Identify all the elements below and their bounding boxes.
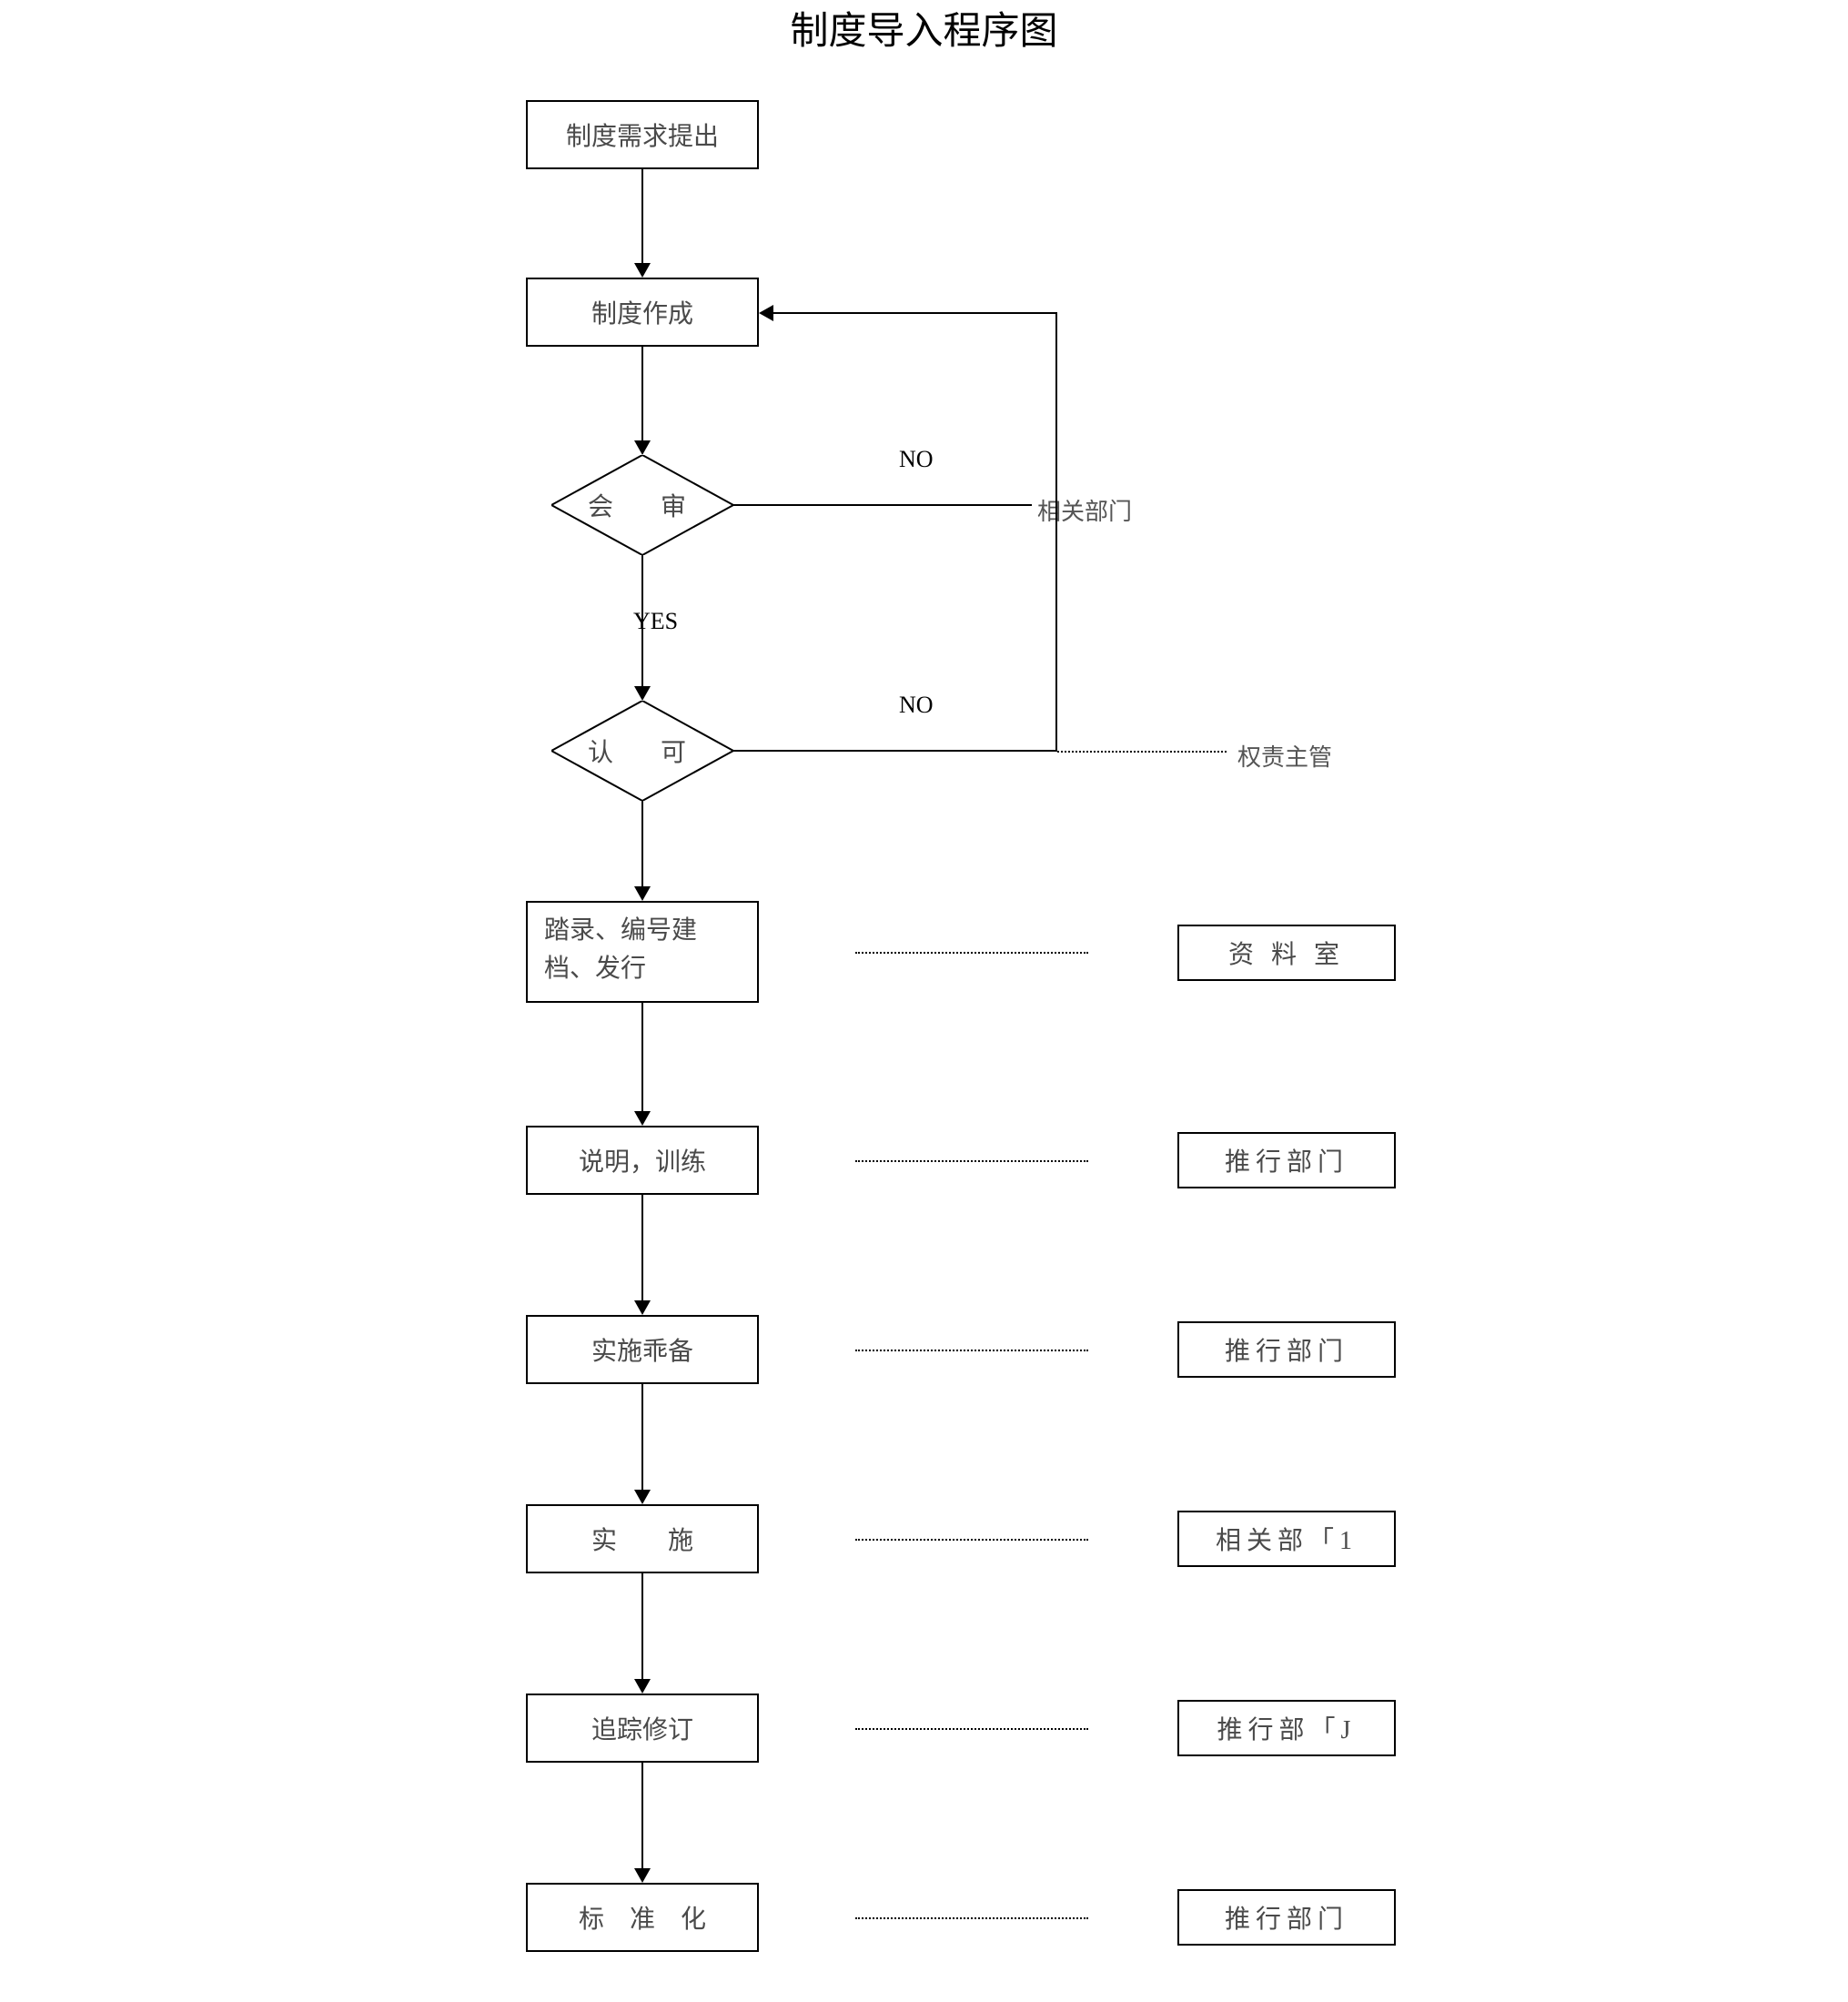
node-label: 说明，训练 xyxy=(579,1142,706,1178)
edge-dotted xyxy=(855,952,1088,954)
dept-promote-2: 推行部门 xyxy=(1177,1321,1396,1378)
node-label: 实施乖备 xyxy=(591,1331,693,1368)
side-related-dept: 相关部门 xyxy=(1037,493,1132,527)
edge-line xyxy=(641,347,643,440)
node-label: 制度需求提出 xyxy=(566,116,719,153)
edge-line xyxy=(773,312,1057,314)
arrow-icon xyxy=(634,1679,651,1694)
edge-line xyxy=(733,504,1032,506)
node-implement: 实 施 xyxy=(526,1504,759,1573)
edge-line xyxy=(641,801,643,886)
node-approve: 认 可 xyxy=(551,701,733,801)
edge-dotted xyxy=(855,1917,1088,1919)
side-supervisor: 权责主管 xyxy=(1237,739,1332,773)
arrow-icon xyxy=(634,1111,651,1126)
edge-line xyxy=(641,1195,643,1300)
edge-dotted xyxy=(1057,751,1227,753)
node-label: 推行部门 xyxy=(1225,1331,1348,1368)
node-label: 制度作成 xyxy=(591,294,693,330)
edge-line xyxy=(733,750,1057,752)
edge-dotted xyxy=(855,1350,1088,1351)
node-standardize: 标 准 化 xyxy=(526,1883,759,1952)
arrow-icon xyxy=(759,305,773,321)
label-no-1: NO xyxy=(899,446,934,473)
edge-dotted xyxy=(855,1728,1088,1730)
node-label: 追踪修订 xyxy=(591,1710,693,1746)
edge-line xyxy=(641,1763,643,1868)
arrow-icon xyxy=(634,1490,651,1504)
dept-archive: 资 料 室 xyxy=(1177,925,1396,981)
edge-line xyxy=(1055,312,1057,752)
arrow-icon xyxy=(634,440,651,455)
dept-promote-3: 推行部「J xyxy=(1177,1700,1396,1756)
edge-line xyxy=(641,1384,643,1490)
page-title: 制度导入程序图 xyxy=(0,0,1848,56)
edge-dotted xyxy=(855,1160,1088,1162)
node-label: 推行部「J xyxy=(1217,1710,1357,1746)
arrow-icon xyxy=(634,686,651,701)
node-label: 推行部门 xyxy=(1225,1899,1348,1936)
node-track: 追踪修订 xyxy=(526,1694,759,1763)
node-label: 相关部「1 xyxy=(1216,1521,1358,1557)
dept-promote-4: 推行部门 xyxy=(1177,1889,1396,1946)
node-label: 实 施 xyxy=(591,1521,693,1557)
node-review: 会 审 xyxy=(551,455,733,555)
node-requirement: 制度需求提出 xyxy=(526,100,759,169)
node-prepare: 实施乖备 xyxy=(526,1315,759,1384)
node-label: 踏录、编号建 档、发行 xyxy=(544,912,697,988)
label-yes-1: YES xyxy=(633,608,678,635)
node-label: 会 审 xyxy=(551,455,733,555)
edge-line xyxy=(641,1573,643,1679)
dept-promote-1: 推行部门 xyxy=(1177,1132,1396,1188)
node-label: 资 料 室 xyxy=(1228,935,1345,971)
arrow-icon xyxy=(634,1300,651,1315)
edge-line xyxy=(641,169,643,263)
arrow-icon xyxy=(634,263,651,278)
node-label: 标 准 化 xyxy=(579,1899,706,1936)
node-explain: 说明，训练 xyxy=(526,1126,759,1195)
edge-line xyxy=(641,1003,643,1111)
dept-related: 相关部「1 xyxy=(1177,1511,1396,1567)
label-no-2: NO xyxy=(899,692,934,719)
node-archive: 踏录、编号建 档、发行 xyxy=(526,901,759,1003)
arrow-icon xyxy=(634,1868,651,1883)
edge-dotted xyxy=(855,1539,1088,1541)
arrow-icon xyxy=(634,886,651,901)
node-label: 认 可 xyxy=(551,701,733,801)
node-label: 推行部门 xyxy=(1225,1142,1348,1178)
node-create: 制度作成 xyxy=(526,278,759,347)
